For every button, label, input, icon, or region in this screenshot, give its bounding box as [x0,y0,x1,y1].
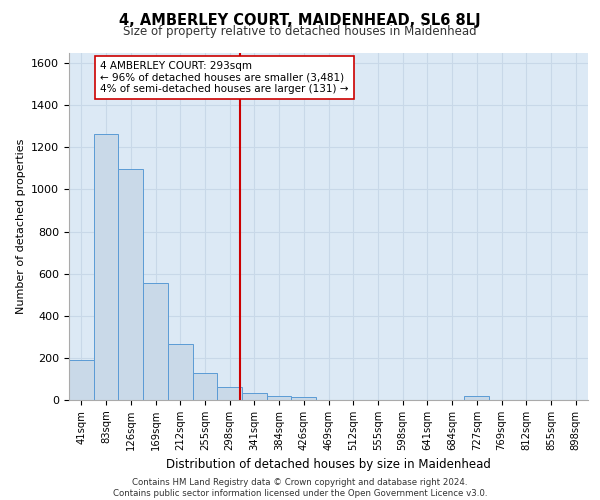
Text: 4 AMBERLEY COURT: 293sqm
← 96% of detached houses are smaller (3,481)
4% of semi: 4 AMBERLEY COURT: 293sqm ← 96% of detach… [100,61,349,94]
X-axis label: Distribution of detached houses by size in Maidenhead: Distribution of detached houses by size … [166,458,491,471]
Text: Contains HM Land Registry data © Crown copyright and database right 2024.
Contai: Contains HM Land Registry data © Crown c… [113,478,487,498]
Bar [217,388,242,400]
Bar [69,360,94,400]
Text: 4, AMBERLEY COURT, MAIDENHEAD, SL6 8LJ: 4, AMBERLEY COURT, MAIDENHEAD, SL6 8LJ [119,12,481,28]
Y-axis label: Number of detached properties: Number of detached properties [16,138,26,314]
Bar [292,398,316,400]
Bar [193,372,217,400]
Bar [143,283,168,400]
Bar [242,392,267,400]
Bar [168,344,193,400]
Text: Size of property relative to detached houses in Maidenhead: Size of property relative to detached ho… [123,25,477,38]
Bar [464,396,489,400]
Bar [118,170,143,400]
Bar [94,134,118,400]
Bar [267,396,292,400]
